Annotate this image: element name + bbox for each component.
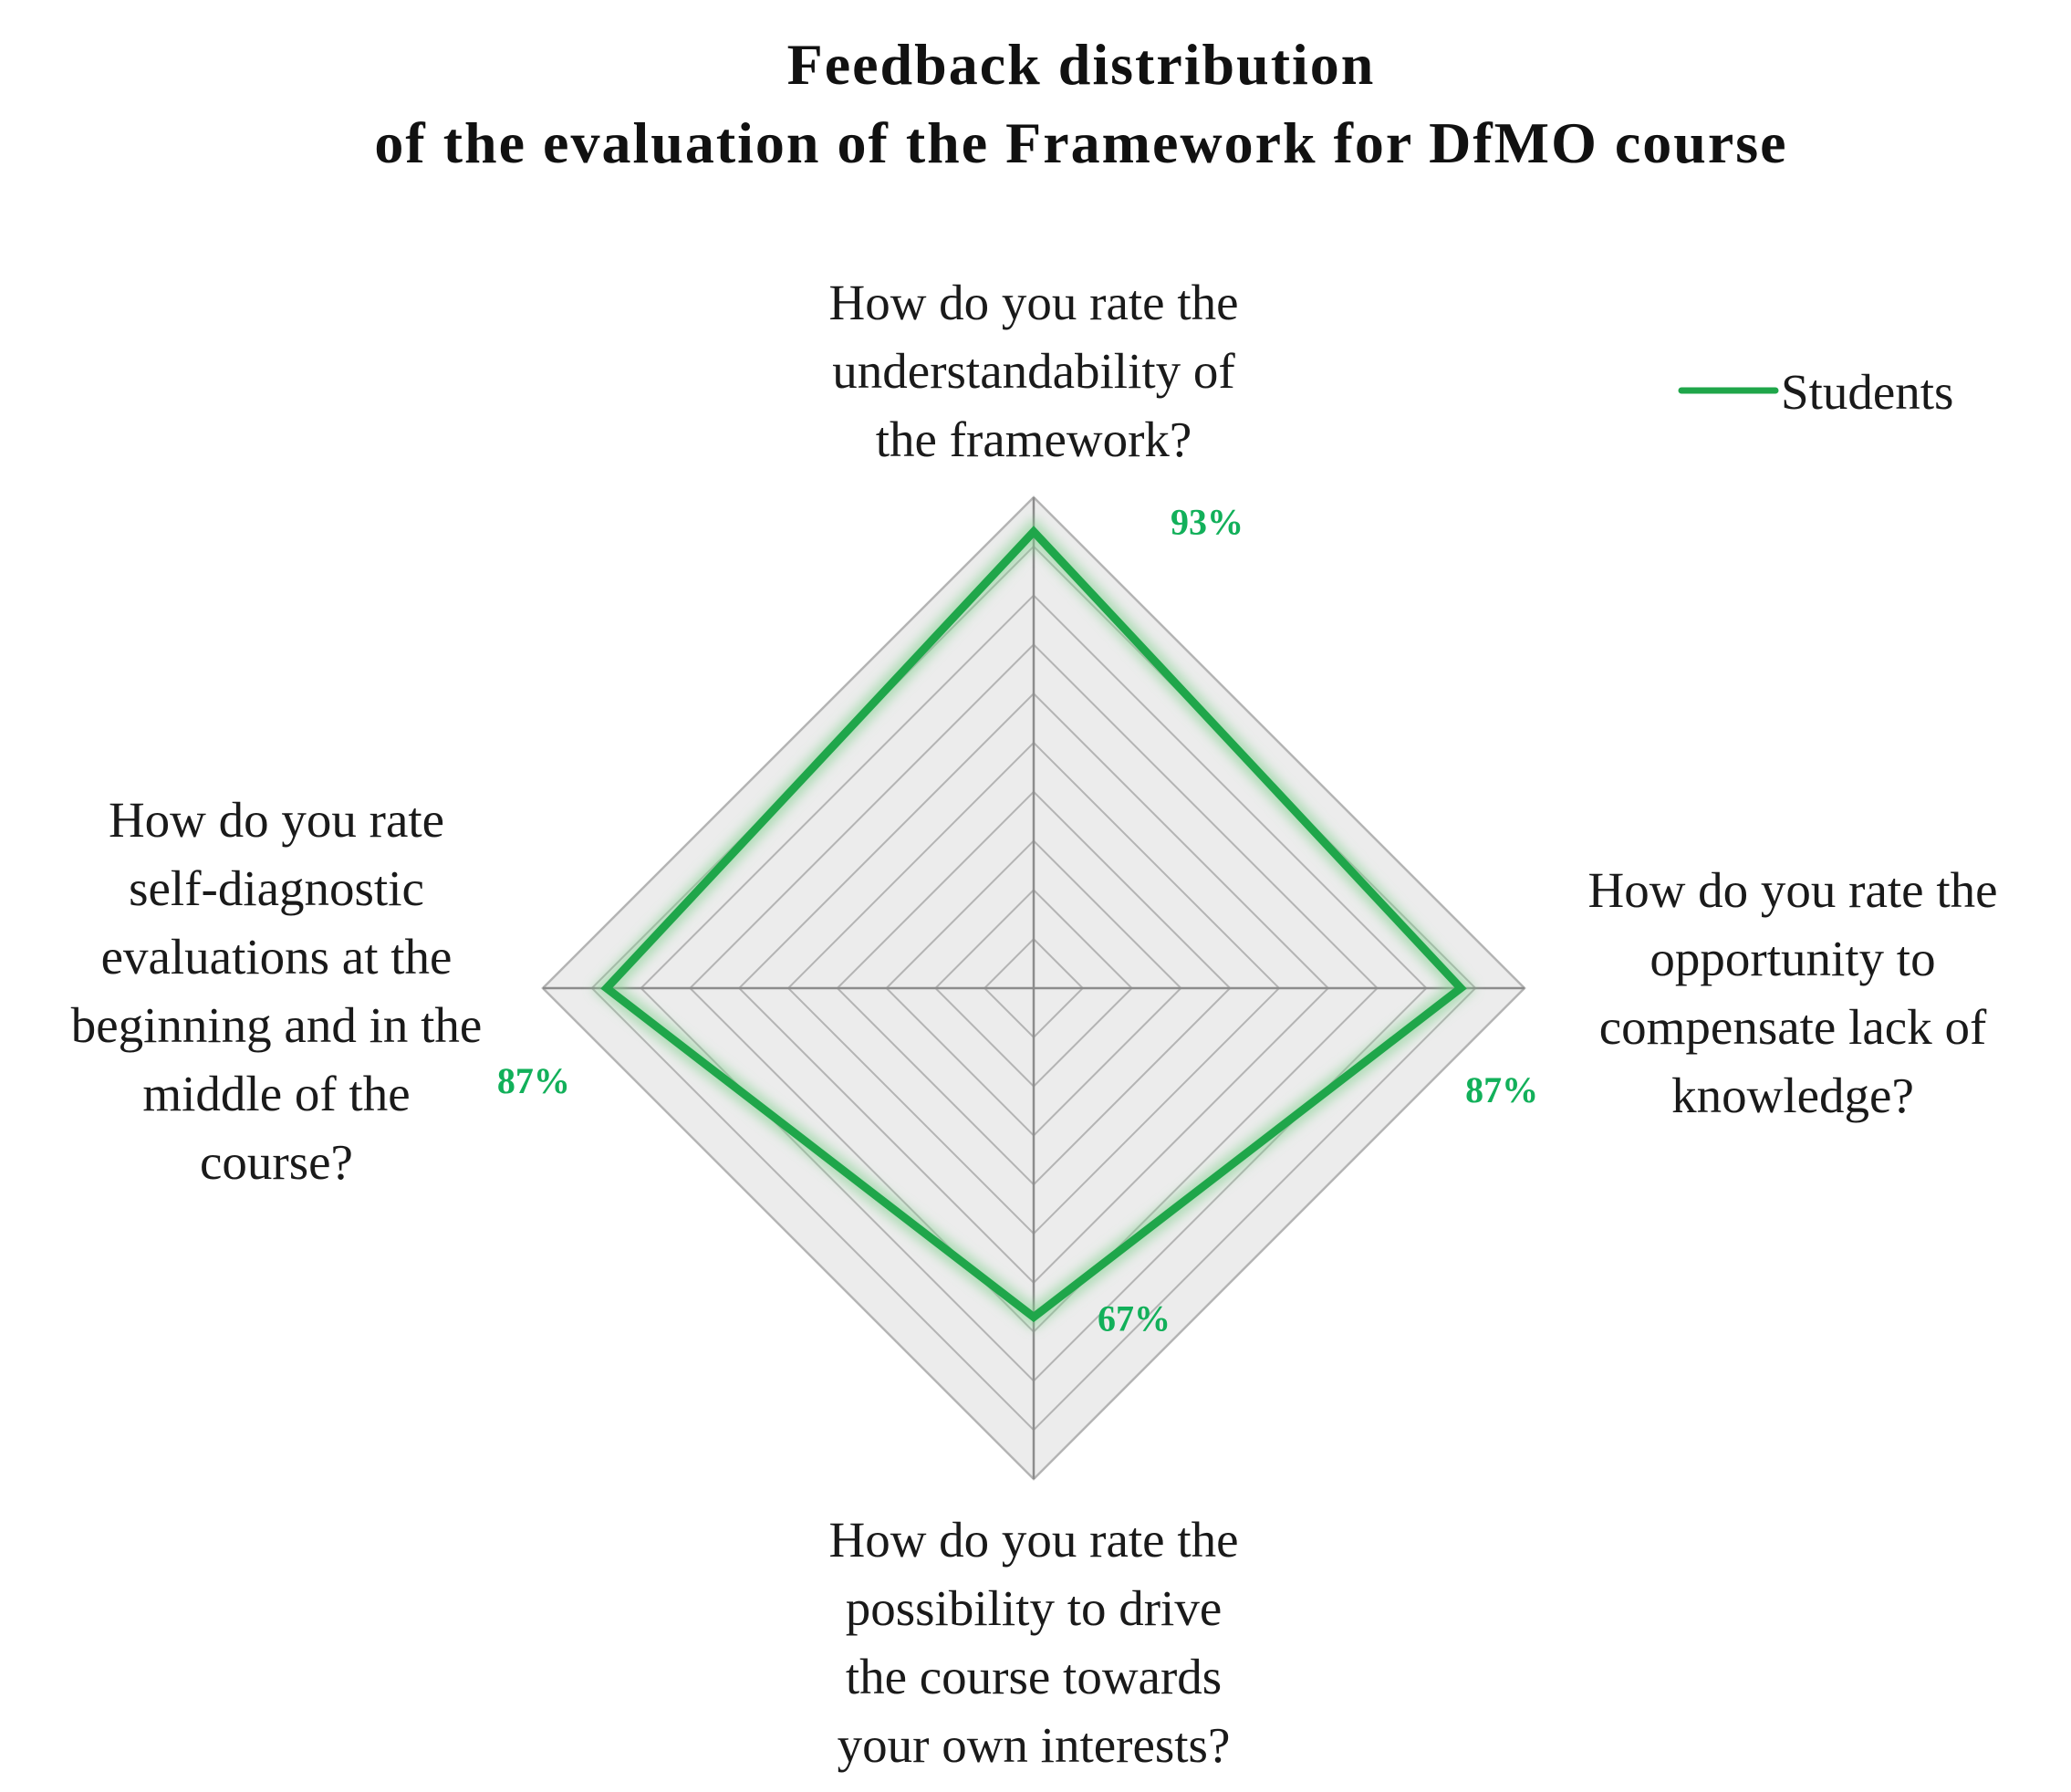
category-label-line: your own interests? — [838, 1717, 1231, 1773]
radar-axes — [543, 497, 1525, 1479]
category-label-line: compensate lack of — [1599, 999, 1987, 1055]
category-label-line: self-diagnostic — [129, 860, 424, 916]
category-label-line: How do you rate — [109, 792, 444, 848]
chart-title-line-2: of the evaluation of the Framework for D… — [374, 110, 1787, 175]
category-label-line: How do you rate the — [1587, 862, 1997, 918]
category-label-line: course? — [200, 1134, 353, 1190]
category-label-line: the course towards — [846, 1649, 1222, 1704]
category-label-line: How do you rate the — [828, 275, 1238, 330]
value-label: 67% — [1098, 1298, 1171, 1339]
legend-label-students: Students — [1781, 364, 1953, 420]
category-label-line: beginning and in the — [71, 997, 483, 1053]
series-line-students — [600, 526, 1467, 1323]
category-label: How do you rate the possibility to drive t… — [828, 1512, 1238, 1773]
value-label: 87% — [497, 1060, 570, 1101]
value-label: 93% — [1171, 502, 1244, 543]
category-label-line: understandability of — [832, 343, 1235, 399]
chart-title: Feedback distribution of the evaluation … — [374, 32, 1787, 175]
category-label-line: knowledge? — [1671, 1068, 1914, 1123]
category-label-line: evaluations at the — [101, 929, 453, 985]
value-labels: 93% 87% 67% 87% — [497, 502, 1538, 1339]
category-label: How do you rate the understandability of t… — [828, 275, 1238, 467]
category-labels: How do you rate the understandability of t… — [71, 275, 1998, 1773]
chart-title-line-1: Feedback distribution — [787, 32, 1376, 97]
category-label-line: How do you rate the — [828, 1512, 1238, 1568]
legend: Students — [1678, 364, 1953, 420]
category-label-line: possibility to drive — [846, 1580, 1223, 1636]
category-label-line: opportunity to — [1650, 931, 1935, 986]
value-label: 87% — [1465, 1069, 1538, 1110]
radar-series — [591, 516, 1476, 1330]
category-label: How do you rate self-diagnostic evaluation… — [71, 792, 483, 1190]
category-label: How do you rate the opportunity to compens… — [1587, 862, 1997, 1123]
category-label-line: the framework? — [876, 412, 1192, 467]
category-label-line: middle of the — [142, 1066, 410, 1121]
